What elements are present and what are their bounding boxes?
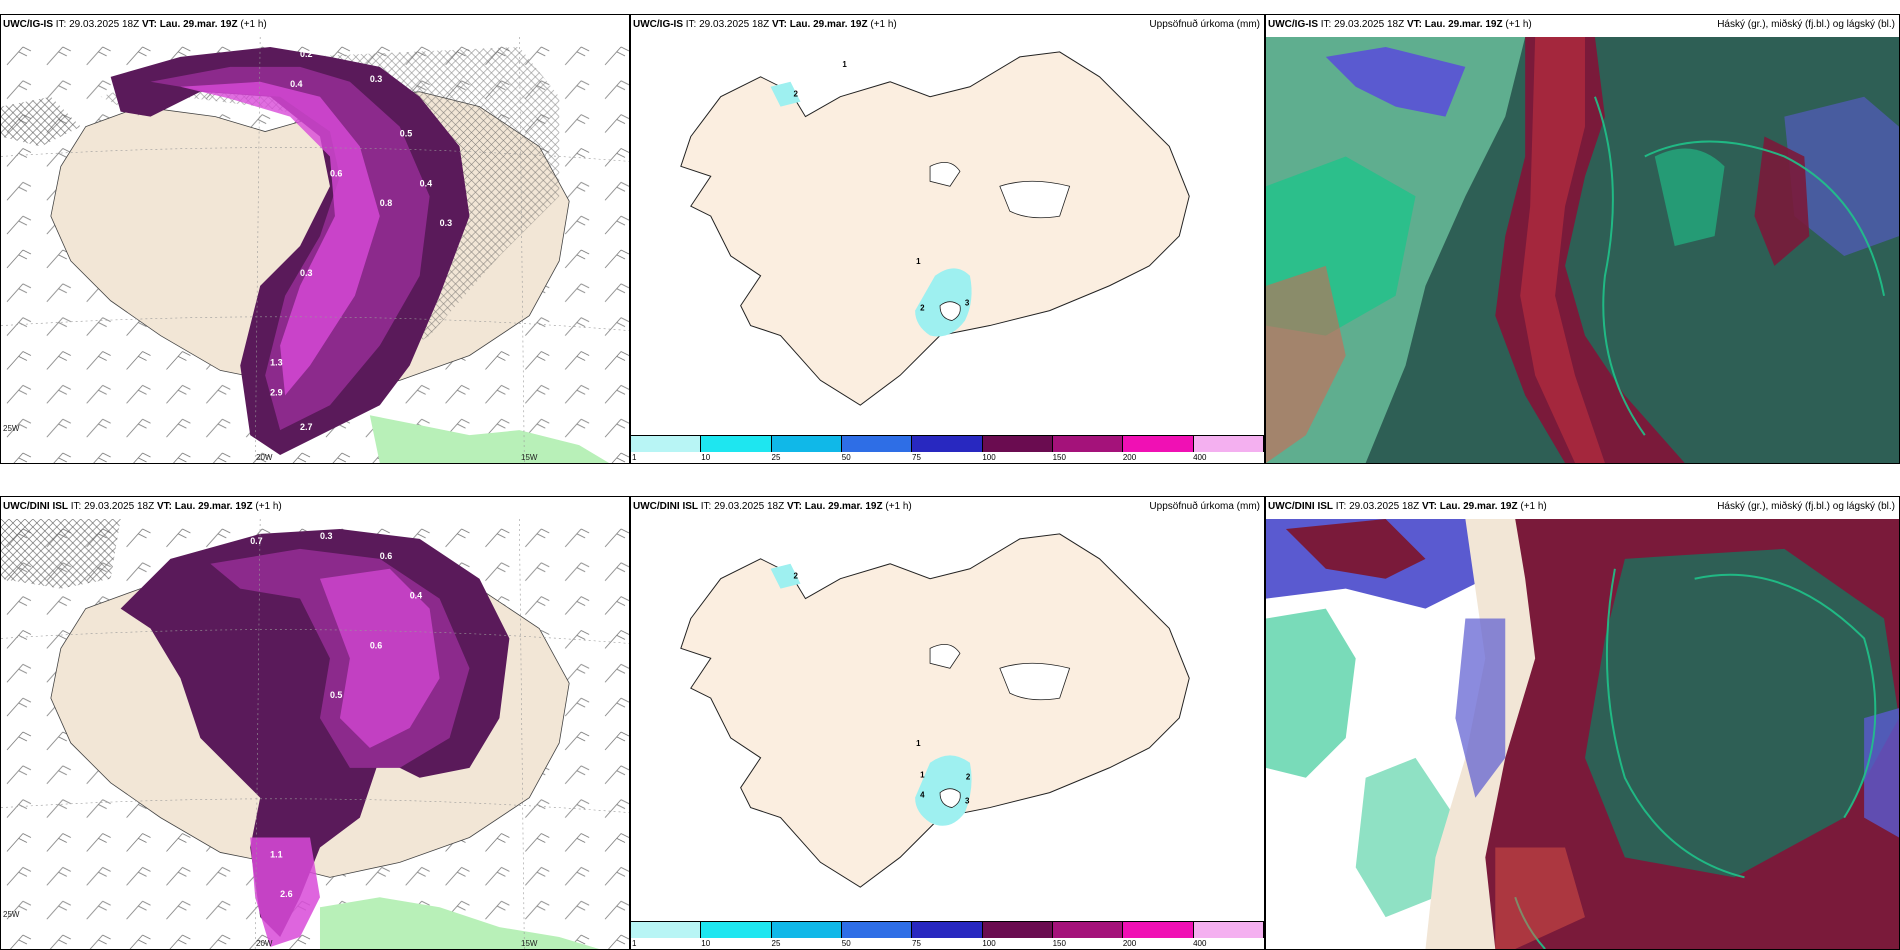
colorbar-tick: 200: [1122, 453, 1137, 462]
colorbar-swatch: [1052, 436, 1124, 452]
svg-text:2: 2: [920, 304, 925, 313]
panel-title: UWC/DINI ISL IT: 29.03.2025 18Z VT: Lau.…: [633, 501, 912, 512]
colorbar-swatch: [912, 436, 983, 452]
axis-label-15w: 15W: [521, 453, 538, 462]
cloud-map: [1266, 519, 1899, 949]
svg-text:0.4: 0.4: [410, 591, 422, 601]
panel-title: UWC/DINI ISL IT: 29.03.2025 18Z VT: Lau.…: [1268, 501, 1547, 512]
colorbar: 1 10 25 50 75 100 150 200 400: [631, 921, 1264, 949]
axis-label-25w: 25W: [3, 910, 20, 919]
svg-text:0.6: 0.6: [370, 640, 382, 650]
colorbar-swatch: [1123, 922, 1194, 938]
colorbar-swatch: [1193, 436, 1264, 452]
colorbar-swatch: [771, 436, 842, 452]
svg-text:3: 3: [965, 797, 970, 806]
colorbar-swatch: [1123, 436, 1194, 452]
colorbar-tick: 25: [771, 453, 781, 462]
svg-text:2: 2: [966, 773, 971, 782]
wind-precip-panel-dini: UWC/DINI ISL IT: 29.03.2025 18Z VT: Lau.…: [0, 496, 630, 950]
precip-panel-dini: UWC/DINI ISL IT: 29.03.2025 18Z VT: Lau.…: [630, 496, 1265, 950]
colorbar-tick: 25: [771, 939, 781, 948]
svg-text:0.4: 0.4: [290, 79, 302, 89]
cloud-map: [1266, 37, 1899, 463]
svg-text:0.9: 0.9: [250, 919, 262, 929]
colorbar-swatch: [771, 922, 842, 938]
panel-title: UWC/IG-IS IT: 29.03.2025 18Z VT: Lau. 29…: [1268, 19, 1532, 30]
svg-text:0.6: 0.6: [330, 168, 342, 178]
svg-text:0.4: 0.4: [420, 178, 432, 188]
precip-map: 2 1 1 2 3 4: [631, 519, 1264, 921]
colorbar-tick: 200: [1122, 939, 1137, 948]
cloud-panel-ig-is: UWC/IG-IS IT: 29.03.2025 18Z VT: Lau. 29…: [1265, 14, 1900, 464]
colorbar-swatch: [982, 922, 1053, 938]
panel-title: UWC/DINI ISL IT: 29.03.2025 18Z VT: Lau.…: [3, 501, 282, 512]
colorbar-tick: 50: [841, 939, 851, 948]
colorbar-tick: 150: [1052, 939, 1066, 948]
colorbar-tick: 10: [701, 453, 711, 462]
colorbar-tick: 400: [1193, 453, 1207, 462]
colorbar-swatch: [1193, 922, 1264, 938]
axis-label-25w: 25W: [3, 424, 20, 433]
colorbar-swatch: [701, 436, 772, 452]
panel-title: UWC/IG-IS IT: 29.03.2025 18Z VT: Lau. 29…: [633, 19, 897, 30]
colorbar-tick: 1: [632, 939, 637, 948]
colorbar-swatch: [701, 922, 772, 938]
colorbar-tick: 75: [912, 453, 921, 462]
svg-text:0.5: 0.5: [400, 129, 412, 139]
colorbar-tick: 100: [982, 939, 996, 948]
axis-label-20w: 20W: [256, 453, 273, 462]
svg-text:1.3: 1.3: [270, 357, 282, 367]
wind-map: 0.2 0.4 0.3 0.5 0.4 0.3 0.6 0.8 0.3 1.3 2.9 2.7: [1, 37, 629, 463]
svg-text:0.3: 0.3: [440, 218, 452, 228]
svg-text:0.6: 0.6: [380, 551, 392, 561]
colorbar-tick: 400: [1193, 939, 1207, 948]
colorbar-swatch: [841, 436, 913, 452]
precip-title: Uppsöfnuð úrkoma (mm): [1149, 19, 1260, 30]
svg-text:4: 4: [920, 791, 925, 800]
precip-title: Uppsöfnuð úrkoma (mm): [1149, 501, 1260, 512]
svg-text:1.1: 1.1: [270, 849, 282, 859]
colorbar-swatch: [631, 436, 702, 452]
svg-text:0.3: 0.3: [320, 531, 332, 541]
svg-text:2.6: 2.6: [280, 889, 292, 899]
svg-text:2.9: 2.9: [270, 387, 282, 397]
colorbar-tick: 50: [841, 453, 851, 462]
colorbar-tick: 10: [701, 939, 711, 948]
cloud-title: Háský (gr.), miðský (fj.bl.) og lágský (…: [1717, 501, 1895, 512]
cloud-panel-dini: UWC/DINI ISL IT: 29.03.2025 18Z VT: Lau.…: [1265, 496, 1900, 950]
colorbar-swatch: [631, 922, 702, 938]
precip-map: 1 2 1 3 2: [631, 37, 1264, 435]
svg-text:2: 2: [793, 90, 798, 99]
wind-precip-panel-ig-is: UWC/IG-IS IT: 29.03.2025 18Z VT: Lau. 29…: [0, 14, 630, 464]
colorbar: 1 10 25 50 75 100 150 200 400: [631, 435, 1264, 463]
colorbar-tick: 1: [632, 453, 637, 462]
precip-panel-ig-is: UWC/IG-IS IT: 29.03.2025 18Z VT: Lau. 29…: [630, 14, 1265, 464]
svg-text:0.5: 0.5: [330, 690, 342, 700]
panel-title: UWC/IG-IS IT: 29.03.2025 18Z VT: Lau. 29…: [3, 19, 267, 30]
svg-text:0.8: 0.8: [380, 198, 392, 208]
svg-text:1: 1: [916, 257, 921, 266]
colorbar-tick: 75: [912, 939, 921, 948]
axis-label-15w: 15W: [521, 939, 538, 948]
wind-map: 0.7 0.3 0.6 0.4 0.6 0.5 1.1 2.6 0.9: [1, 519, 629, 949]
colorbar-swatch: [982, 436, 1053, 452]
colorbar-tick: 100: [982, 453, 996, 462]
svg-text:1: 1: [842, 60, 847, 69]
svg-text:2: 2: [793, 572, 798, 581]
axis-label-20w: 20W: [256, 939, 273, 948]
svg-text:2.7: 2.7: [300, 422, 312, 432]
svg-text:1: 1: [920, 771, 925, 780]
svg-text:0.3: 0.3: [300, 268, 312, 278]
colorbar-swatch: [1052, 922, 1124, 938]
svg-text:0.2: 0.2: [300, 49, 312, 59]
svg-text:1: 1: [916, 739, 921, 748]
svg-text:3: 3: [965, 299, 970, 308]
svg-text:0.3: 0.3: [370, 74, 382, 84]
colorbar-swatch: [912, 922, 983, 938]
svg-text:0.7: 0.7: [250, 536, 262, 546]
cloud-title: Háský (gr.), miðský (fj.bl.) og lágský (…: [1717, 19, 1895, 30]
colorbar-tick: 150: [1052, 453, 1066, 462]
colorbar-swatch: [841, 922, 913, 938]
